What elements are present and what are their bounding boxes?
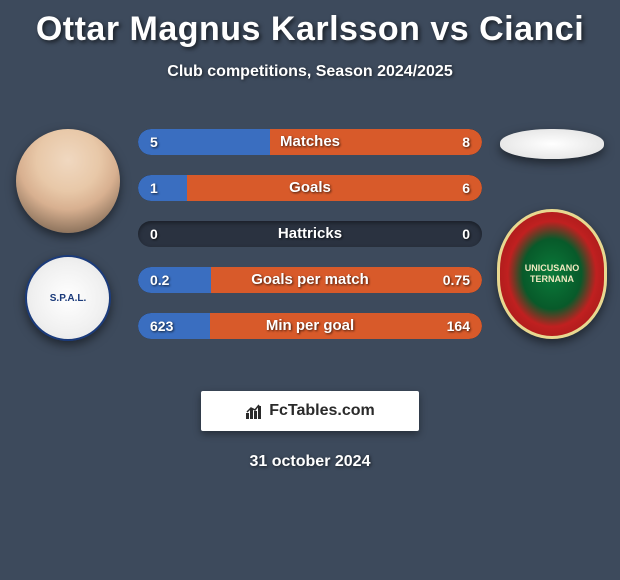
subtitle: Club competitions, Season 2024/2025 [0, 63, 620, 81]
stat-bar-fill-left [138, 313, 210, 339]
comparison-panel: S.P.A.L. UNICUSANO TERNANA Matches58 Goal… [0, 111, 620, 371]
stat-bar-row: Matches58 [138, 129, 482, 155]
date-line: 31 october 2024 [0, 453, 620, 471]
right-player-column: UNICUSANO TERNANA [492, 111, 612, 339]
stat-bar-value-left: 0 [150, 221, 158, 247]
stat-bar-fill-left [138, 129, 270, 155]
stat-bar-row: Goals per match0.20.75 [138, 267, 482, 293]
stat-bar-value-right: 0 [462, 221, 470, 247]
stat-bar-row: Min per goal623164 [138, 313, 482, 339]
stat-bar-fill-left [138, 175, 187, 201]
stat-bar-row: Goals16 [138, 175, 482, 201]
branding-text: FcTables.com [269, 402, 375, 420]
stat-bar-row: Hattricks0 0 [138, 221, 482, 247]
page-title: Ottar Magnus Karlsson vs Cianci [0, 0, 620, 49]
stat-bar-fill-right [210, 313, 482, 339]
club-badge-right: UNICUSANO TERNANA [497, 209, 607, 339]
club-badge-right-line1: UNICUSANO [525, 263, 580, 274]
left-player-column: S.P.A.L. [8, 111, 128, 341]
chart-icon [245, 403, 263, 419]
branding-box: FcTables.com [201, 391, 419, 431]
stat-bars: Matches58 Goals16 Hattricks0 0 Goals per mat… [138, 129, 482, 359]
stat-bar-fill-left [138, 267, 211, 293]
stat-bar-fill-right [211, 267, 482, 293]
club-badge-left: S.P.A.L. [25, 255, 111, 341]
stat-bar-fill-right [187, 175, 482, 201]
stat-bar-label: Hattricks [138, 221, 482, 247]
club-badge-right-line2: TERNANA [530, 274, 574, 285]
player-photo-left [16, 129, 120, 233]
club-badge-left-text: S.P.A.L. [50, 293, 87, 304]
stat-bar-fill-right [270, 129, 482, 155]
player-photo-right [500, 129, 604, 159]
